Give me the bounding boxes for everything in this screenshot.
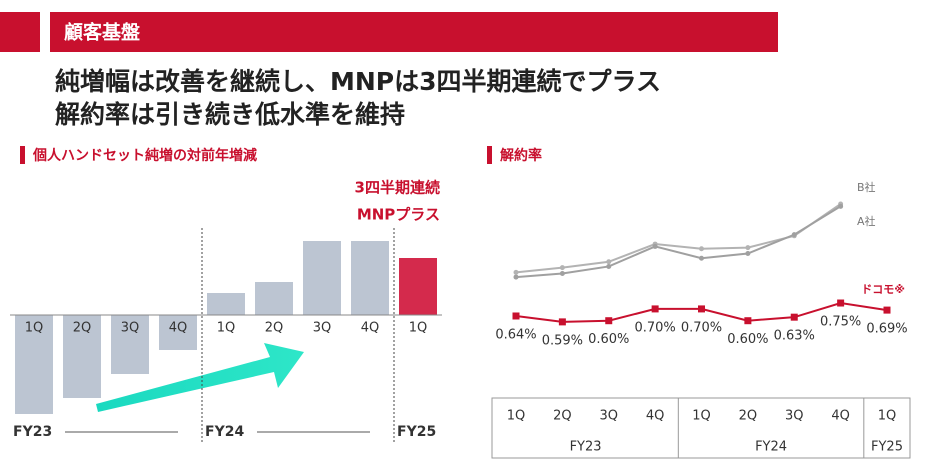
point (652, 243, 658, 249)
header-block (0, 12, 40, 52)
x-tick-label: 3Q (121, 321, 140, 336)
annotation: MNPプラス (357, 206, 440, 224)
data-label: 0.59% (542, 333, 583, 348)
bar (207, 293, 245, 315)
group-label: FY25 (397, 424, 436, 440)
chart-title: 解約率 (500, 147, 542, 164)
bar (255, 282, 293, 315)
point (883, 306, 891, 314)
point (790, 313, 798, 321)
series-line (515, 205, 842, 279)
x-tick-label: 2Q (739, 409, 758, 424)
trend-arrow-shape (96, 343, 304, 412)
legend-label: A社 (857, 214, 876, 228)
group-label: FY24 (755, 440, 787, 455)
data-label: 0.75% (820, 315, 861, 330)
x-tick-label: 1Q (507, 409, 526, 424)
data-label: 0.60% (588, 332, 629, 347)
point (838, 203, 844, 209)
point (558, 318, 566, 326)
data-label: 0.69% (866, 322, 907, 337)
data-label: 0.60% (727, 332, 768, 347)
point (605, 317, 613, 325)
x-tick-label: 1Q (878, 409, 897, 424)
x-tick-label: 4Q (361, 321, 380, 336)
x-tick-label: 3Q (599, 409, 618, 424)
x-tick-label: 2Q (553, 409, 572, 424)
annotation: 3四半期連続 (355, 179, 440, 197)
bar (399, 258, 437, 315)
x-tick-label: 3Q (313, 321, 332, 336)
point (744, 317, 752, 325)
x-tick-label: 1Q (25, 321, 44, 336)
header-title: 顧客基盤 (64, 21, 141, 44)
point (512, 312, 520, 320)
title-marker (487, 146, 492, 164)
point (513, 274, 519, 280)
data-label: 0.64% (495, 327, 536, 342)
trend-arrow (96, 343, 304, 412)
point (651, 305, 659, 313)
data-label: 0.70% (681, 320, 722, 335)
series-line (515, 203, 842, 274)
x-tick-label: 2Q (73, 321, 92, 336)
point (606, 263, 612, 269)
legend-label: B社 (857, 180, 876, 194)
table-frame (491, 397, 911, 459)
headline: 解約率は引き続き低水準を維持 (55, 100, 405, 129)
chart-title: 個人ハンドセット純増の対前年増減 (32, 147, 257, 164)
x-tick-label: 1Q (692, 409, 711, 424)
legend-label: ドコモ※ (861, 283, 905, 296)
x-tick-label: 1Q (217, 321, 236, 336)
point (559, 271, 565, 277)
header-bar (50, 12, 778, 52)
data-label: 0.63% (774, 329, 815, 344)
x-tick-label: 3Q (785, 409, 804, 424)
x-tick-label: 2Q (265, 321, 284, 336)
bar (111, 315, 149, 374)
point (698, 305, 705, 313)
x-tick-label: 4Q (831, 409, 850, 424)
point (745, 250, 751, 256)
group-label: FY23 (13, 424, 52, 440)
bar (15, 315, 53, 414)
point (745, 245, 751, 251)
data-label: 0.70% (634, 320, 675, 335)
headline: 純増幅は改善を継続し、MNPは3四半期連続でプラス (55, 67, 661, 96)
bar (303, 241, 341, 315)
point (699, 246, 704, 252)
point (559, 265, 565, 271)
group-label: FY24 (205, 424, 244, 440)
point (791, 232, 797, 238)
x-tick-label: 1Q (409, 321, 428, 336)
x-tick-label: 4Q (646, 409, 665, 424)
bar (63, 315, 101, 398)
group-label: FY25 (871, 440, 903, 455)
point (837, 299, 845, 307)
point (513, 269, 519, 275)
bar (351, 241, 389, 315)
point (606, 259, 612, 265)
x-tick-label: 4Q (169, 321, 188, 336)
title-marker (20, 146, 25, 164)
point (699, 255, 704, 261)
bar (159, 315, 197, 350)
group-label: FY23 (570, 440, 602, 455)
